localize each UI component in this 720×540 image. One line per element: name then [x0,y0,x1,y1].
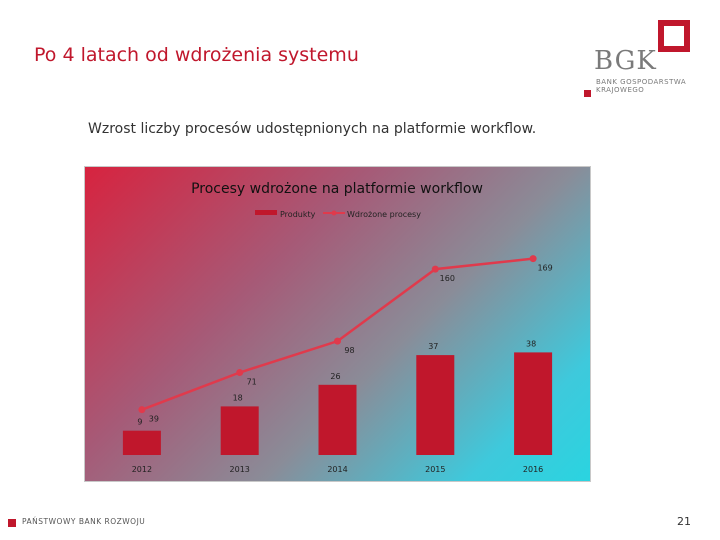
line-point [236,369,244,377]
bar [122,430,161,455]
line-data-label: 98 [344,346,354,355]
bar [220,406,259,455]
logo-dot-icon [584,90,591,97]
x-tick-label: 2012 [132,465,152,474]
logo-subtitle: BANK GOSPODARSTWA KRAJOWEGO [596,78,696,94]
line-point [138,406,146,414]
x-tick-label: 2014 [327,465,347,474]
line-point [529,255,537,263]
line-data-label: 71 [247,378,257,387]
bar [416,355,455,455]
line-point [431,265,439,273]
bar-data-label: 18 [233,393,243,402]
chart-area: Procesy wdrożone na platformie workflow P… [84,166,591,482]
line-data-label: 169 [537,264,552,273]
legend-label-procesy: Wdrożone procesy [347,210,421,219]
page-number: 21 [677,515,691,528]
chart-svg: Procesy wdrożone na platformie workflow P… [122,181,553,474]
logo-line-2: KRAJOWEGO [596,86,645,94]
x-tick-label: 2015 [425,465,445,474]
bar [318,384,357,455]
slide-title: Po 4 latach od wdrożenia systemu [34,44,359,66]
legend-marker-procesy [331,210,337,216]
legend-swatch-produkty [255,210,277,215]
bar-data-label: 9 [137,418,142,427]
line-point [334,337,341,345]
line-data-label: 39 [149,415,159,424]
logo-name: BGK [594,46,657,76]
bar-data-label: 38 [526,339,536,348]
footer-dot-icon [8,519,16,527]
legend-label-produkty: Produkty [280,210,316,219]
line-data-label: 160 [440,274,455,283]
bar [514,352,553,455]
footer-brand: PAŃSTWOWY BANK ROZWOJU [22,517,146,526]
logo-square-icon [658,20,690,52]
chart-title: Procesy wdrożone na platformie workflow [191,181,483,197]
bar-data-label: 26 [330,372,340,381]
slide-subtitle: Wzrost liczby procesów udostępnionych na… [88,121,537,137]
x-tick-label: 2013 [230,465,250,474]
logo-line-1: BANK GOSPODARSTWA [596,78,687,86]
x-tick-label: 2016 [523,465,543,474]
bar-data-label: 37 [428,342,438,351]
bgk-logo: BGK BANK GOSPODARSTWA KRAJOWEGO [584,16,698,102]
